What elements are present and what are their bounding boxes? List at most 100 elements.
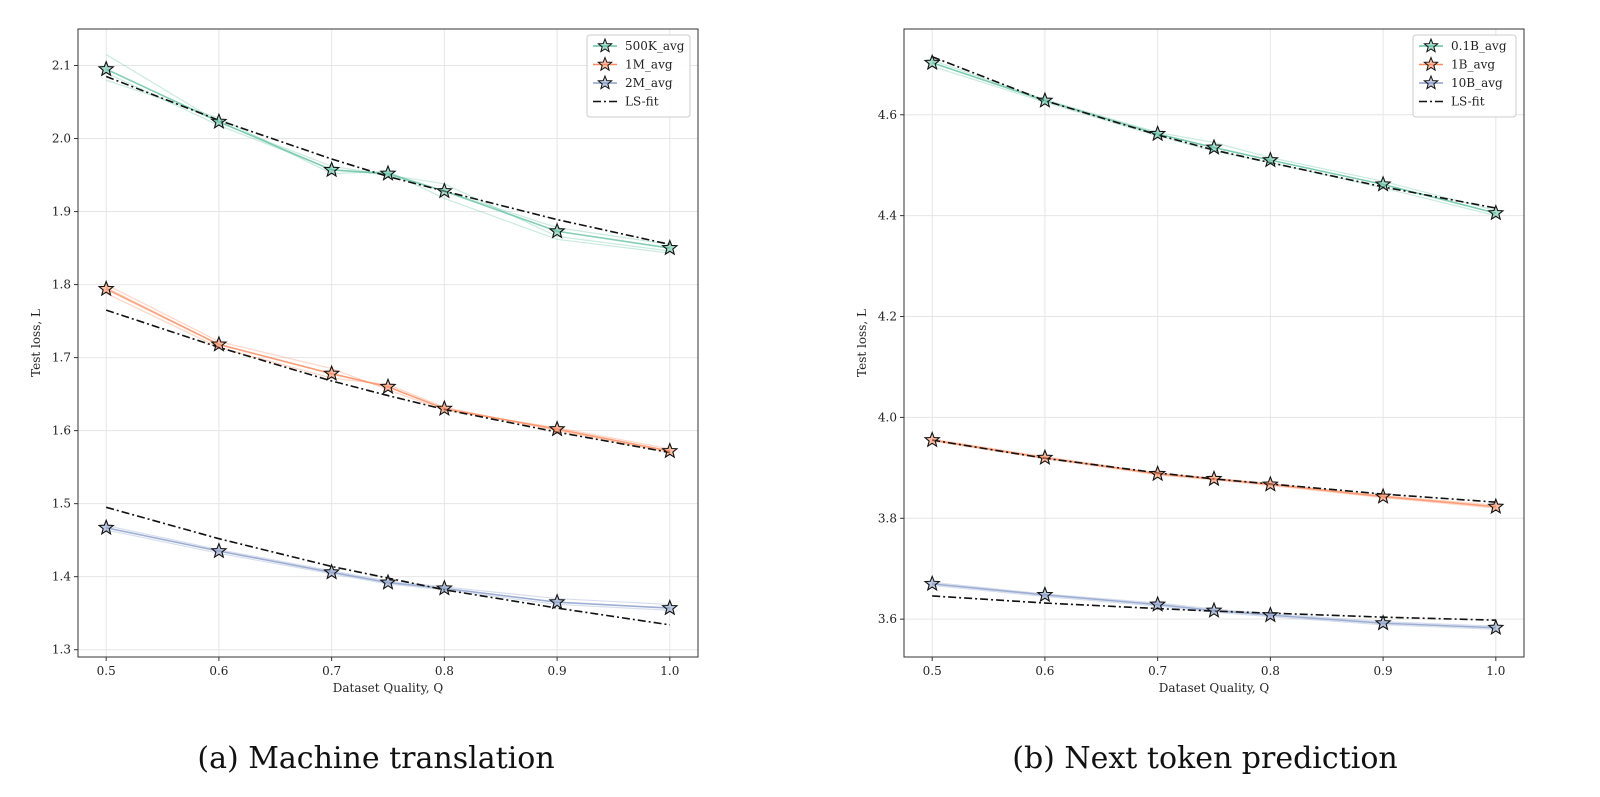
- legend: 500K_avg 1M_avg 2M_avg LS-fit: [586, 34, 691, 118]
- axes-frame: [903, 28, 1525, 658]
- data-point-star: [1205, 601, 1223, 618]
- data-point-star: [661, 239, 679, 256]
- data-point-star: [323, 563, 341, 580]
- legend-star: [597, 56, 613, 72]
- data-point-star: [435, 399, 453, 417]
- series-10B_avg: [923, 574, 1505, 636]
- y-tick-label: 4.6: [878, 108, 897, 122]
- y-tick-label: 1.8: [52, 278, 71, 292]
- run-line: [931, 59, 1496, 212]
- x-tick-label: 1.0: [660, 664, 679, 678]
- x-tick-label: 0.6: [1035, 664, 1054, 678]
- run-line: [105, 292, 670, 454]
- ls-fit-line: [105, 75, 670, 246]
- y-tick-label: 1.9: [52, 205, 71, 219]
- series-1M_avg: [97, 279, 679, 459]
- chart-machine-translation: 0.5 0.6 0.7 0.8 0.9 1.0 1.3 1.4 1.5 1.6 1.7 1.8 1.9 2…: [29, 28, 699, 695]
- legend-star: [597, 74, 613, 90]
- legend-label: 0.1B_avg: [1451, 39, 1507, 53]
- legend-label: 1B_avg: [1451, 58, 1495, 72]
- data-point-star: [1036, 585, 1054, 603]
- data-point-star: [1205, 469, 1223, 487]
- series-0.1B_avg: [923, 53, 1505, 221]
- legend-label: LS-fit: [625, 95, 659, 109]
- x-tick-label: 0.9: [1374, 664, 1393, 678]
- data-point-star: [1261, 606, 1279, 623]
- data-point-star: [379, 164, 397, 181]
- data-point-star: [548, 593, 566, 610]
- legend: 0.1B_avg 1B_avg 10B_avg LS-fit: [1412, 34, 1517, 118]
- legend-box: [1412, 34, 1517, 118]
- data-point-star: [323, 364, 341, 381]
- data-point-star: [1487, 618, 1505, 636]
- avg-line: [105, 68, 670, 249]
- data-point-star: [435, 579, 453, 596]
- data-point-star: [1036, 91, 1054, 108]
- chart-next-token-prediction: 0.5 0.6 0.7 0.8 0.9 1.0 3.6 3.8 4.0 4.2 4.4 4.6 Data…: [855, 28, 1525, 695]
- data-point-star: [1205, 138, 1223, 155]
- x-axis-label: Dataset Quality, Q: [1159, 681, 1270, 695]
- data-point-star: [923, 53, 941, 71]
- series-2M_avg: [97, 506, 679, 626]
- legend-star: [1423, 37, 1439, 53]
- x-tick-label: 0.8: [435, 664, 454, 678]
- data-point-star: [379, 377, 397, 395]
- run-line: [105, 284, 670, 450]
- data-point-star: [923, 431, 941, 448]
- y-tick-label: 4.0: [878, 410, 897, 424]
- legend-box: [586, 34, 691, 118]
- y-tick-label: 4.2: [878, 310, 897, 324]
- legend-label: 2M_avg: [625, 76, 673, 90]
- y-tick-label: 3.8: [878, 511, 897, 525]
- run-line: [931, 62, 1496, 214]
- y-axis-label: Test loss, L: [855, 309, 869, 377]
- series-1B_avg: [923, 431, 1505, 514]
- data-point-star: [210, 542, 228, 559]
- y-tick-label: 1.4: [52, 570, 71, 584]
- y-tick-label: 2.0: [52, 132, 71, 146]
- x-tick-label: 0.8: [1261, 664, 1280, 678]
- y-tick-label: 4.4: [878, 209, 897, 223]
- x-tick-label: 1.0: [1486, 664, 1505, 678]
- data-point-star: [1261, 475, 1279, 492]
- avg-line: [106, 526, 670, 609]
- data-point-star: [1374, 614, 1392, 631]
- caption-machine-translation: (a) Machine translation: [197, 741, 554, 776]
- data-point-star: [661, 599, 679, 616]
- data-point-star: [1374, 175, 1392, 192]
- ls-fit-line: [105, 506, 670, 626]
- y-axis-label: Test loss, L: [29, 309, 43, 377]
- caption-next-token-prediction: (b) Next token prediction: [1012, 741, 1398, 776]
- x-tick-label: 0.5: [97, 664, 116, 678]
- data-point-star: [1149, 595, 1167, 612]
- legend-label: 500K_avg: [625, 39, 685, 53]
- legend-label: 1M_avg: [625, 58, 673, 72]
- data-point-star: [97, 518, 115, 536]
- data-point-star: [1149, 124, 1167, 142]
- data-point-star: [1374, 487, 1392, 504]
- data-point-star: [548, 222, 566, 239]
- avg-line: [105, 288, 670, 452]
- run-line: [106, 524, 670, 606]
- legend-label: 10B_avg: [1451, 76, 1503, 90]
- x-tick-label: 0.5: [923, 664, 942, 678]
- legend-star: [1423, 74, 1439, 90]
- x-axis-label: Dataset Quality, Q: [333, 681, 444, 695]
- axes-frame: [77, 28, 699, 658]
- data-point-star: [435, 182, 453, 199]
- run-line: [106, 529, 670, 611]
- data-point-star: [923, 574, 941, 592]
- data-point-star: [210, 112, 228, 130]
- data-point-star: [379, 573, 397, 590]
- data-point-star: [548, 420, 566, 437]
- y-tick-label: 1.7: [52, 351, 71, 365]
- data-point-star: [97, 60, 115, 77]
- y-tick-label: 1.5: [52, 497, 71, 511]
- data-point-star: [1149, 464, 1167, 482]
- series-500K_avg: [97, 54, 679, 256]
- avg-line: [931, 62, 1497, 214]
- data-point-star: [1261, 151, 1279, 168]
- x-tick-label: 0.9: [548, 664, 567, 678]
- data-point-star: [323, 160, 341, 178]
